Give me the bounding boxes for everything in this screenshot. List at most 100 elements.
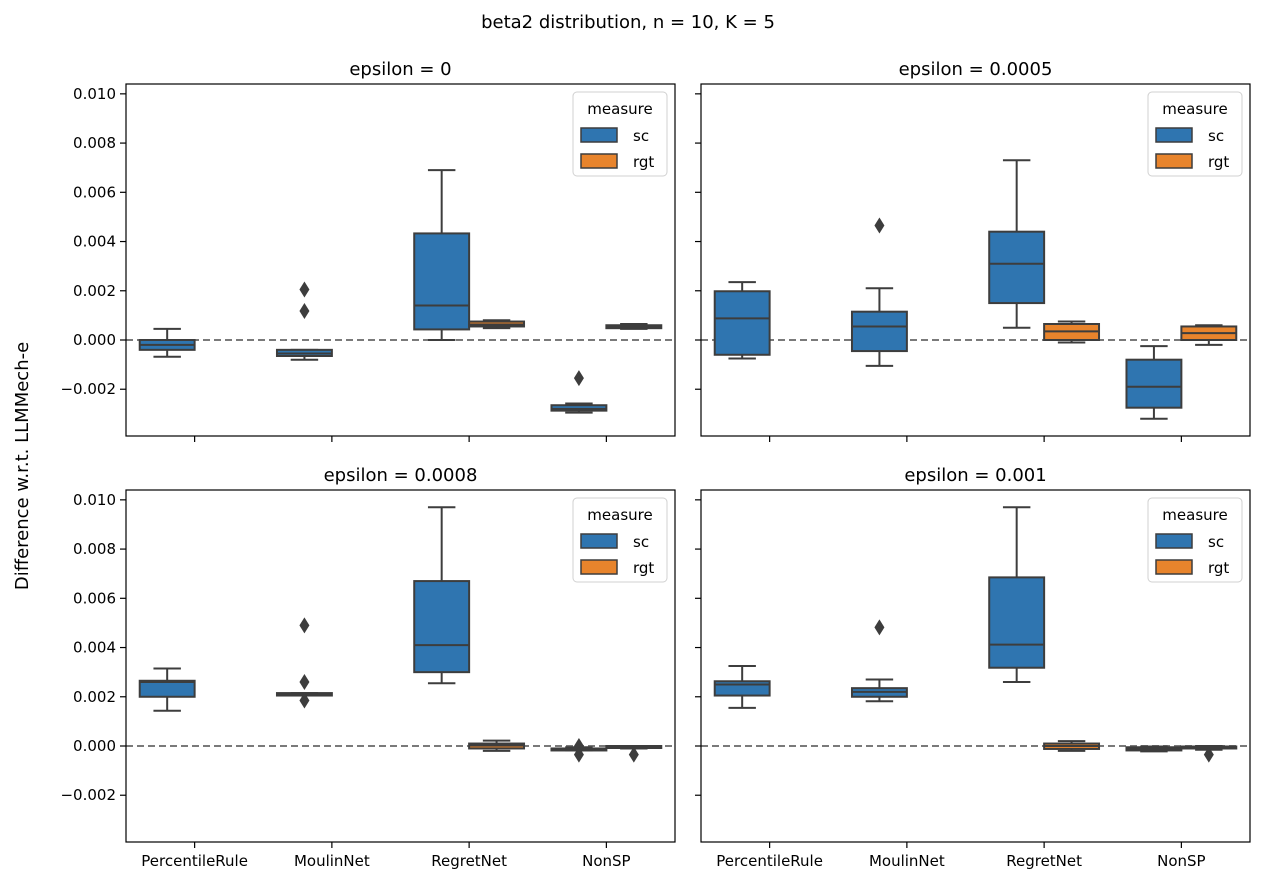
box-rgt-NonSP <box>1180 745 1238 763</box>
box-sc-RegretNet <box>413 169 471 341</box>
legend-swatch-rgt <box>1155 153 1193 169</box>
box-sc-NonSP <box>1125 345 1183 420</box>
legend-swatch-sc <box>580 127 618 143</box>
legend-swatch-rgt <box>580 153 618 169</box>
box-sc-PercentileRule <box>713 665 771 709</box>
axes-frame <box>125 83 676 437</box>
panel-2: epsilon = 0.0008 −0.002 0.000 0.002 0.004 0.0… <box>60 465 676 870</box>
y-tick-label: 0.010 <box>73 491 116 509</box>
flier-point <box>874 217 885 234</box>
flier-point <box>299 281 310 298</box>
box-rgt-RegretNet <box>1043 740 1101 752</box>
x-tick-label: PercentileRule <box>141 852 248 870</box>
box-sc-RegretNet <box>413 506 471 685</box>
box-rgt-RegretNet <box>468 319 526 330</box>
legend-title: measure <box>1162 506 1227 524</box>
flier-point <box>573 370 584 387</box>
legend-title: measure <box>1162 100 1227 118</box>
legend-label-rgt: rgt <box>633 153 654 171</box>
box-sc-MoulinNet <box>275 617 333 709</box>
x-tick-label: RegretNet <box>431 852 507 870</box>
panel-title: epsilon = 0.001 <box>904 465 1046 486</box>
legend-label-sc: sc <box>633 127 649 145</box>
legend: measure sc rgt <box>1147 497 1243 583</box>
box-sc-MoulinNet <box>850 217 908 367</box>
y-tick-label: 0.008 <box>73 540 116 558</box>
flier-point <box>299 692 310 709</box>
y-tick-label: 0.002 <box>73 688 116 706</box>
box-iqr <box>413 232 471 331</box>
box-iqr <box>713 290 771 356</box>
legend-swatch-sc <box>1155 533 1193 549</box>
box-rgt-RegretNet <box>1043 320 1101 344</box>
x-tick-label: RegretNet <box>1006 852 1082 870</box>
axes-frame <box>700 489 1251 843</box>
legend-swatch-sc <box>580 533 618 549</box>
flier-point <box>573 738 584 754</box>
legend: measure sc rgt <box>1147 91 1243 177</box>
box-sc-NonSP <box>550 738 608 763</box>
box-sc-MoulinNet <box>275 281 333 361</box>
flier-point <box>1203 746 1214 763</box>
legend-label-rgt: rgt <box>1208 559 1229 577</box>
box-rgt-NonSP <box>605 745 663 763</box>
legend-swatch-rgt <box>580 559 618 575</box>
y-tick-label: 0.004 <box>73 233 116 251</box>
legend: measure sc rgt <box>572 497 668 583</box>
box-iqr <box>713 680 771 697</box>
panel-0: epsilon = 0 −0.002 0.000 0.002 0.004 0.006 0.0… <box>60 59 676 442</box>
legend-title: measure <box>587 100 652 118</box>
panel-title: epsilon = 0 <box>349 59 451 80</box>
axes-frame <box>125 489 676 843</box>
box-sc-PercentileRule <box>138 667 196 712</box>
legend-label-rgt: rgt <box>633 559 654 577</box>
legend-label-rgt: rgt <box>1208 153 1229 171</box>
box-iqr <box>138 679 196 698</box>
box-rgt-RegretNet <box>468 739 526 752</box>
y-tick-label: 0.004 <box>73 639 116 657</box>
x-tick-label: NonSP <box>1157 852 1205 870</box>
flier-point <box>874 619 885 636</box>
y-axis-label: Difference w.r.t. LLMMech-e <box>12 342 33 590</box>
box-iqr <box>413 580 471 674</box>
x-tick-label: MoulinNet <box>869 852 945 870</box>
box-sc-PercentileRule <box>713 281 771 360</box>
flier-point <box>299 674 310 690</box>
box-sc-PercentileRule <box>138 327 196 358</box>
y-tick-label: 0.000 <box>73 331 116 349</box>
box-sc-MoulinNet <box>850 619 908 703</box>
x-tick-label: NonSP <box>582 852 630 870</box>
y-tick-label: −0.002 <box>60 786 116 804</box>
y-tick-label: 0.000 <box>73 737 116 755</box>
figure-suptitle: beta2 distribution, n = 10, K = 5 <box>481 12 775 33</box>
y-tick-label: −0.002 <box>60 380 116 398</box>
panel-title: epsilon = 0.0008 <box>324 465 478 486</box>
box-sc-NonSP <box>1125 745 1183 753</box>
box-rgt-NonSP <box>605 323 663 330</box>
axes-frame <box>700 83 1251 437</box>
panel-1: epsilon = 0.0005 measure sc rgt <box>695 59 1251 442</box>
box-sc-RegretNet <box>988 159 1046 329</box>
box-iqr <box>988 576 1046 669</box>
flier-point <box>573 746 584 763</box>
legend: measure sc rgt <box>572 91 668 177</box>
flier-point <box>299 617 310 634</box>
box-iqr <box>850 310 908 353</box>
panels-group: epsilon = 0 −0.002 0.000 0.002 0.004 0.006 0.0… <box>60 59 1251 870</box>
y-tick-label: 0.010 <box>73 85 116 103</box>
box-rgt-NonSP <box>1180 324 1238 346</box>
legend-label-sc: sc <box>1208 127 1224 145</box>
x-tick-label: MoulinNet <box>294 852 370 870</box>
panel-title: epsilon = 0.0005 <box>899 59 1053 80</box>
box-sc-NonSP <box>550 370 608 414</box>
y-tick-label: 0.002 <box>73 282 116 300</box>
x-tick-label: PercentileRule <box>716 852 823 870</box>
legend-label-sc: sc <box>633 533 649 551</box>
legend-label-sc: sc <box>1208 533 1224 551</box>
legend-title: measure <box>587 506 652 524</box>
y-tick-label: 0.006 <box>73 589 116 607</box>
panel-3: epsilon = 0.001 PercentileRule MoulinNet Re… <box>695 465 1251 870</box>
y-tick-label: 0.008 <box>73 134 116 152</box>
box-iqr <box>988 230 1046 305</box>
